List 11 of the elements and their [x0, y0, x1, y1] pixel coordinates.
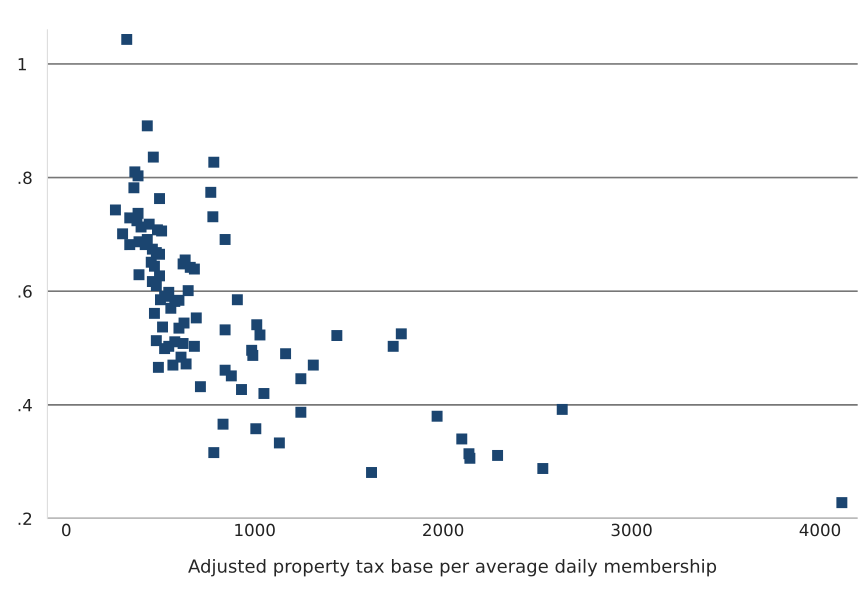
y-tick-label: .2	[18, 512, 32, 525]
x-tick-label: 1000	[235, 524, 275, 536]
x-axis-title: Adjusted property tax base per average daily membership	[188, 558, 716, 576]
y-tick-label: .6	[18, 285, 32, 298]
x-tick-label: 3000	[612, 524, 652, 536]
y-tick-label: .4	[18, 399, 32, 412]
y-tick-label: 1	[18, 58, 26, 70]
x-tick-label: 2000	[423, 524, 464, 536]
x-tick-label: 4000	[800, 524, 840, 536]
x-tick-label: 0	[62, 524, 70, 536]
y-tick-label: .8	[18, 172, 32, 184]
